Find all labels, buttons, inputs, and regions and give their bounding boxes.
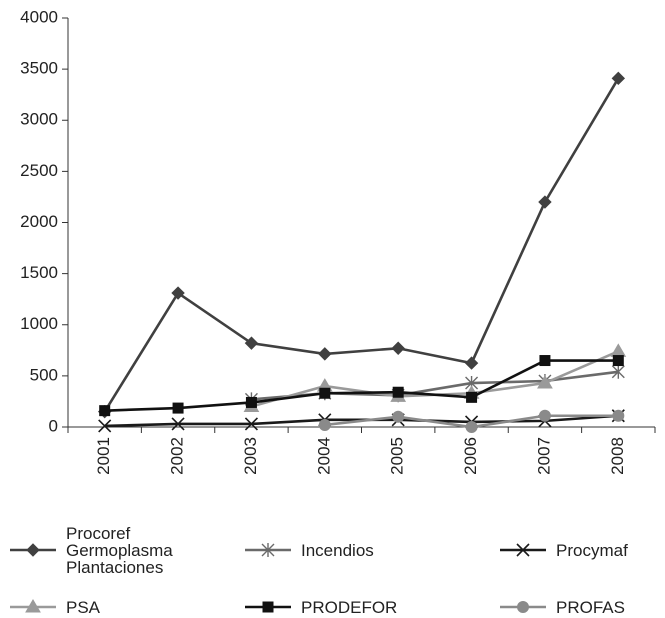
y-tick-label: 4000: [20, 7, 58, 26]
marker: [171, 286, 185, 300]
legend-marker: [516, 543, 530, 557]
y-tick-label: 500: [30, 365, 58, 384]
marker: [612, 409, 625, 422]
x-tick-label: 2001: [94, 437, 113, 475]
legend-marker: [25, 599, 41, 613]
legend-marker: [26, 543, 40, 557]
marker: [171, 417, 185, 431]
legend-marker: [261, 543, 275, 557]
legend-label-box: Incendios: [301, 540, 374, 560]
y-tick-label: 3500: [20, 59, 58, 78]
marker: [465, 421, 478, 433]
legend-label: Procoref Germoplasma Plantaciones: [66, 523, 173, 577]
marker: [99, 405, 111, 417]
series-line: [104, 359, 619, 412]
legend-marker: [517, 601, 529, 613]
marker: [98, 419, 112, 433]
marker: [538, 409, 551, 422]
marker: [392, 386, 404, 398]
marker: [611, 364, 625, 379]
marker: [318, 347, 332, 361]
legend-label: PSA: [66, 597, 101, 617]
marker: [464, 356, 479, 370]
legend-label: PROFAS: [556, 597, 625, 617]
marker: [391, 341, 405, 355]
marker: [539, 355, 551, 367]
legend-label: Incendios: [301, 540, 374, 560]
marker: [245, 396, 257, 408]
x-tick-label: 2004: [314, 437, 333, 475]
marker: [610, 343, 627, 357]
marker: [244, 336, 259, 350]
series-line: [103, 77, 620, 413]
marker: [318, 418, 331, 431]
legend-label-box: Procoref Germoplasma Plantaciones: [66, 523, 173, 577]
marker: [244, 417, 259, 431]
legend-label-box: PRODEFOR: [301, 597, 398, 617]
y-tick-label: 3000: [20, 110, 58, 129]
y-tick-label: 2500: [20, 161, 58, 180]
y-tick-label: 1500: [20, 263, 58, 282]
marker: [537, 375, 553, 389]
y-tick-label: 2000: [20, 212, 58, 231]
legend-label-box: PSA: [66, 597, 101, 617]
x-tick-label: 2005: [388, 437, 407, 475]
y-tick-label: 0: [49, 416, 58, 435]
legend-label-box: Procymaf: [556, 540, 628, 560]
legend-label: Procymaf: [556, 540, 628, 560]
x-tick-label: 2003: [241, 437, 260, 475]
marker: [611, 71, 626, 86]
x-tick-label: 2007: [534, 437, 553, 475]
legend-label: PRODEFOR: [301, 597, 398, 617]
marker: [392, 410, 405, 423]
x-tick-label: 2006: [461, 437, 480, 475]
legend-marker: [262, 601, 274, 613]
marker: [538, 195, 552, 209]
legend-label-box: PROFAS: [556, 597, 625, 617]
x-tick-label: 2008: [608, 437, 627, 475]
marker: [319, 387, 331, 399]
marker: [466, 391, 478, 403]
marker: [172, 402, 184, 414]
y-tick-label: 1000: [20, 314, 58, 333]
x-tick-label: 2002: [168, 437, 187, 475]
marker: [612, 355, 624, 367]
